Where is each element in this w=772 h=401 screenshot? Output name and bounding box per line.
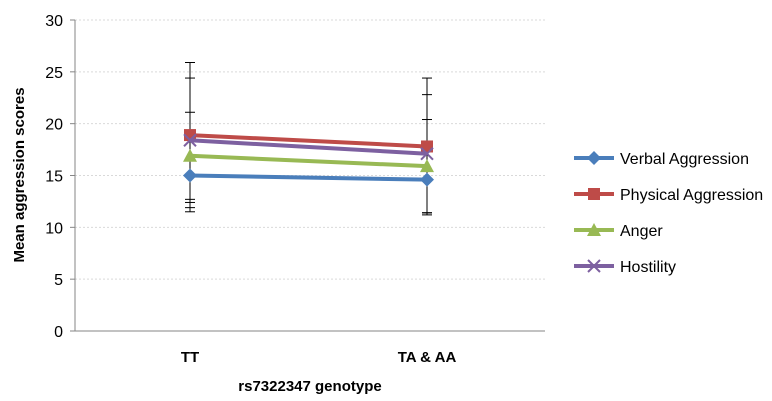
square-marker: [588, 188, 600, 200]
x-marker: [183, 133, 197, 147]
axes: [74, 20, 545, 332]
legend-label: Hostility: [620, 259, 676, 276]
legend-label: Verbal Aggression: [620, 151, 749, 168]
triangle-marker: [183, 148, 197, 162]
x-tick-label: TT: [181, 349, 199, 366]
diamond-marker: [420, 172, 434, 187]
series-line: [189, 133, 428, 149]
series-line: [189, 173, 428, 182]
y-tick-label: 20: [45, 117, 63, 134]
data-series: [183, 62, 434, 216]
legend-item: Verbal Aggression: [574, 151, 749, 168]
y-tick-label: 5: [54, 272, 63, 289]
error-bars: [185, 62, 432, 216]
x-tick-label: TA & AA: [398, 349, 457, 366]
y-tick-label: 15: [45, 169, 63, 186]
diamond-marker: [587, 151, 601, 165]
y-tick-label: 10: [45, 220, 63, 237]
series-line: [189, 153, 428, 169]
series-0: [183, 168, 434, 187]
x-marker: [420, 147, 434, 161]
triangle-marker: [587, 223, 601, 236]
gridlines: [70, 19, 545, 332]
legend: Verbal Aggression Physical Aggression Ange…: [574, 151, 763, 276]
y-tick-label: 0: [54, 324, 63, 341]
x-tick-labels: TT TA & AA: [181, 349, 457, 366]
legend-item: Anger: [574, 223, 663, 240]
x-marker: [587, 259, 601, 273]
legend-item: Physical Aggression: [574, 187, 763, 204]
x-axis-title: rs7322347 genotype: [238, 378, 381, 395]
series-3: [183, 133, 434, 161]
diamond-marker: [183, 168, 197, 183]
y-tick-label: 25: [45, 65, 63, 82]
legend-item: Hostility: [574, 259, 676, 276]
triangle-marker: [420, 159, 434, 173]
series-line: [189, 138, 428, 156]
y-axis-title: Mean aggression scores: [11, 87, 28, 262]
legend-label: Anger: [620, 223, 663, 240]
y-tick-label: 30: [45, 13, 63, 30]
legend-label: Physical Aggression: [620, 187, 763, 204]
series-2: [183, 148, 434, 173]
y-tick-labels: 0 5 10 15 20 25 30: [45, 13, 63, 341]
